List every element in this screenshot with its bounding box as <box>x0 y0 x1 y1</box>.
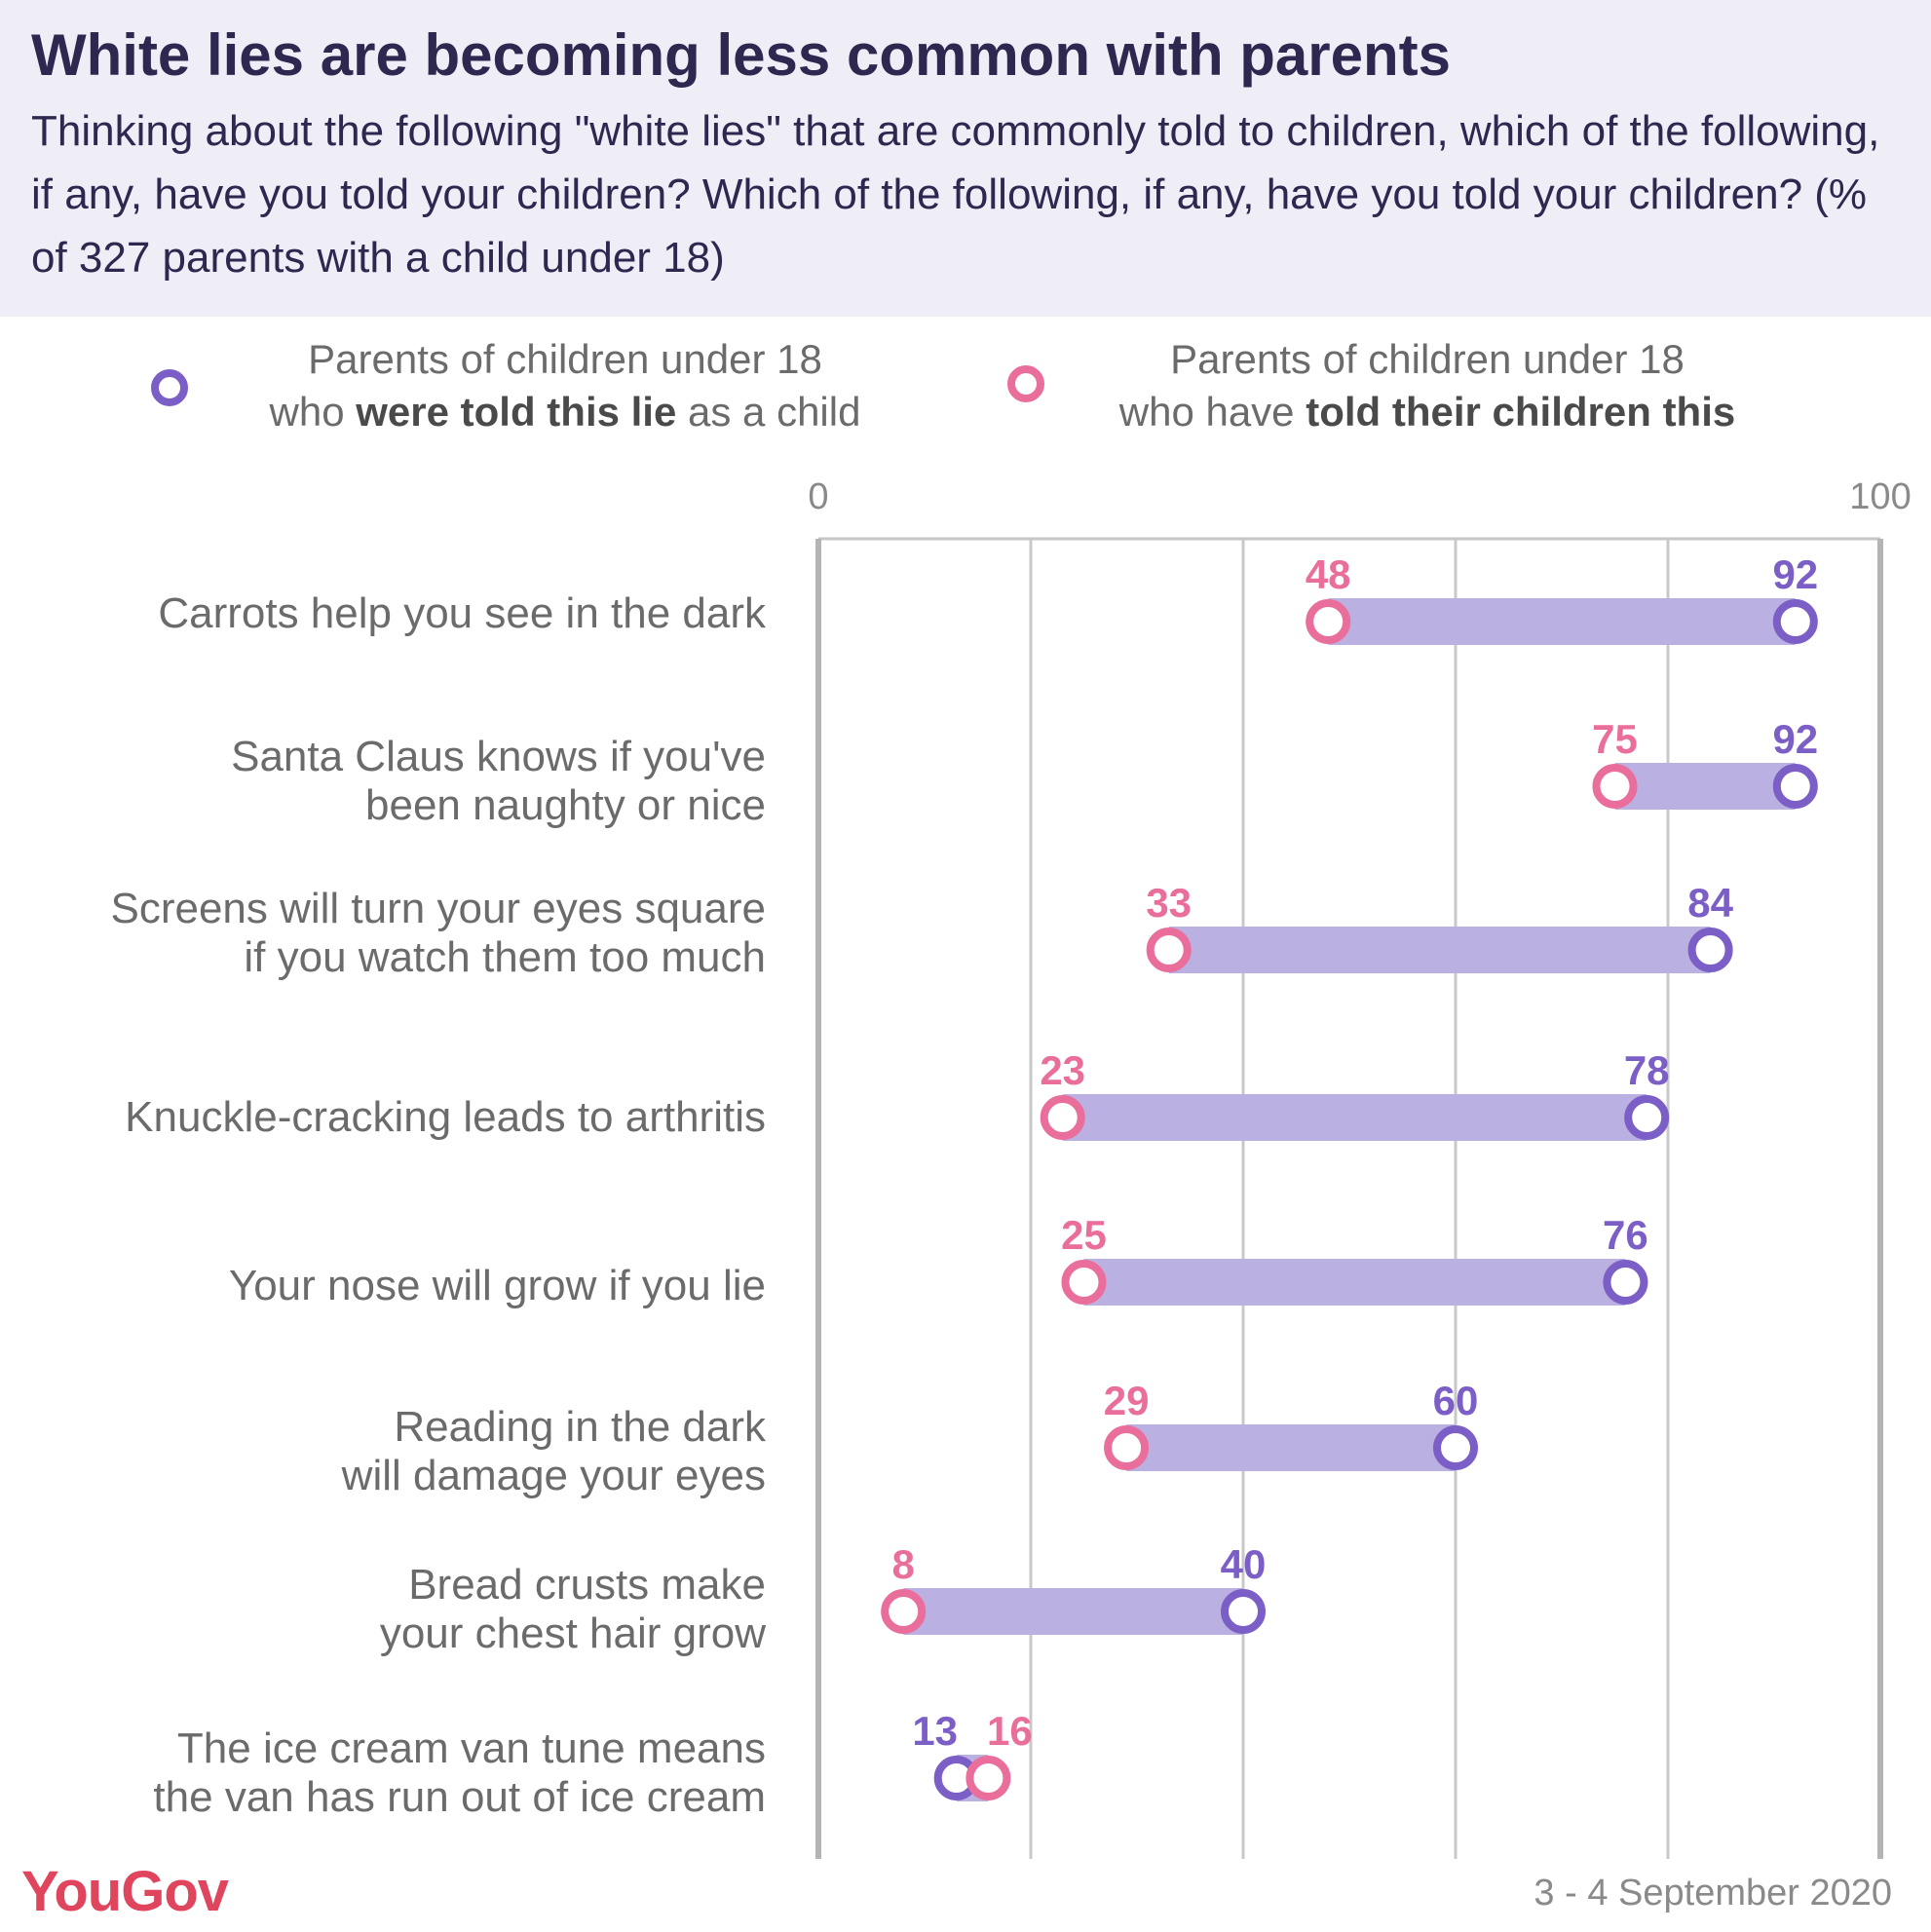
marker-told-as-child-1 <box>1772 764 1818 809</box>
range-bar-2 <box>1168 927 1711 973</box>
row-label-knuckle: Knuckle-cracking leads to arthritis <box>125 1093 766 1141</box>
value-label-told-as-child-4: 76 <box>1603 1212 1648 1258</box>
value-label-told-as-child-2: 84 <box>1687 880 1733 926</box>
value-label-told-as-child-6: 40 <box>1221 1541 1267 1587</box>
marker-told-as-child-5 <box>1433 1425 1478 1470</box>
range-bar-4 <box>1083 1259 1626 1306</box>
chart-subtitle: Thinking about the following "white lies… <box>31 107 1880 282</box>
value-label-told-children-0: 48 <box>1306 551 1351 597</box>
value-label-told-children-2: 33 <box>1146 880 1192 926</box>
value-label-told-as-child-7: 13 <box>912 1708 958 1754</box>
range-bar-0 <box>1328 598 1796 645</box>
legend-told-as-child-marker-icon <box>151 369 188 406</box>
value-label-told-children-6: 8 <box>892 1541 915 1587</box>
marker-told-as-child-0 <box>1772 599 1818 644</box>
marker-told-as-child-2 <box>1687 928 1733 972</box>
marker-told-as-child-6 <box>1221 1589 1266 1634</box>
range-bar-1 <box>1614 763 1796 810</box>
value-label-told-as-child-3: 78 <box>1624 1047 1670 1093</box>
legend-told-children-label: Parents of children under 18 who have to… <box>1118 336 1736 435</box>
row-label-bread: Bread crusts make your chest hair grow <box>379 1561 766 1657</box>
marker-told-children-1 <box>1592 764 1638 809</box>
chart-title: White lies are becoming less common with… <box>31 22 1452 88</box>
range-bar-3 <box>1062 1094 1647 1141</box>
tick-label-100: 100 <box>1849 476 1911 517</box>
legend-told-children-marker-icon <box>1007 365 1044 402</box>
value-label-told-children-7: 16 <box>987 1708 1033 1754</box>
marker-told-children-3 <box>1040 1095 1085 1140</box>
marker-told-children-7 <box>966 1756 1011 1800</box>
row-label-icecream: The ice cream van tune means the van has… <box>153 1724 766 1821</box>
marker-told-children-2 <box>1146 928 1192 972</box>
value-label-told-as-child-1: 92 <box>1772 716 1818 762</box>
row-label-nose: Your nose will grow if you lie <box>228 1262 766 1309</box>
marker-told-children-4 <box>1061 1260 1107 1305</box>
yougov-logo: YouGov <box>21 1860 229 1923</box>
marker-told-children-6 <box>881 1589 927 1634</box>
legend-told-as-child-label: Parents of children under 18 who were to… <box>269 336 861 435</box>
row-label-santa: Santa Claus knows if you've been naughty… <box>231 733 766 829</box>
value-label-told-children-1: 75 <box>1592 716 1638 762</box>
marker-told-as-child-4 <box>1603 1260 1648 1305</box>
row-label-carrots: Carrots help you see in the dark <box>158 589 766 637</box>
value-label-told-children-5: 29 <box>1104 1378 1150 1423</box>
tick-label-0: 0 <box>808 476 828 517</box>
survey-date: 3 - 4 September 2020 <box>1533 1873 1892 1913</box>
range-bar-6 <box>903 1588 1243 1635</box>
value-label-told-as-child-5: 60 <box>1433 1378 1479 1423</box>
value-label-told-children-4: 25 <box>1061 1212 1107 1258</box>
marker-told-children-5 <box>1104 1425 1150 1470</box>
row-label-reading: Reading in the dark will damage your eye… <box>341 1403 766 1499</box>
range-bar-5 <box>1126 1424 1456 1471</box>
marker-told-children-0 <box>1306 599 1351 644</box>
row-label-screens: Screens will turn your eyes square if yo… <box>110 885 766 981</box>
marker-told-as-child-3 <box>1624 1095 1670 1140</box>
header-panel: White lies are becoming less common with… <box>0 0 1931 317</box>
value-label-told-children-3: 23 <box>1040 1047 1085 1093</box>
value-label-told-as-child-0: 92 <box>1772 551 1818 597</box>
